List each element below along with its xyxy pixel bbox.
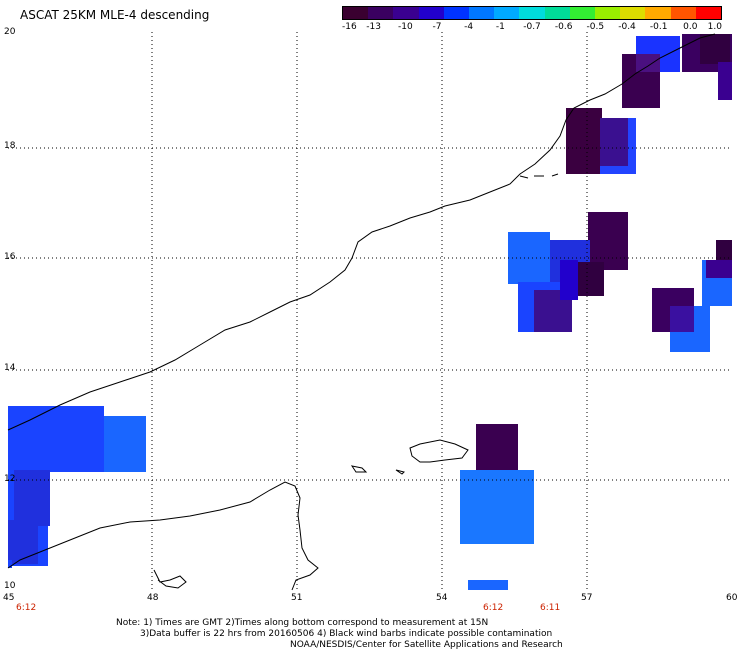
x-tick-label: 60: [726, 593, 738, 603]
y-tick-label: 10: [4, 581, 16, 591]
color-scale-segment: [443, 7, 470, 19]
y-tick-label: 16: [4, 252, 16, 262]
pass-time-label: 6:11: [540, 603, 561, 613]
color-scale-label: -10: [397, 22, 413, 32]
x-tick-label: 51: [291, 593, 303, 603]
color-scale-segment: [544, 7, 570, 19]
color-scale-label: -1: [495, 22, 505, 32]
color-scale-segment: [645, 7, 671, 19]
color-scale-segment: [695, 7, 722, 19]
note-line-1: Note: 1) Times are GMT 2)Times along bot…: [116, 618, 489, 628]
y-tick-label: 20: [4, 27, 16, 37]
color-scale-label: -0.7: [523, 22, 541, 32]
color-scale-bar: [342, 6, 722, 20]
pass-time-label: 6:12: [483, 603, 504, 613]
pass-time-label: 6:12: [16, 603, 37, 613]
color-scale-labels: -16 -13 -10 -7 -4 -1 -0.7 -0.6 -0.5 -0.4 -0.1 0.0 1.…: [342, 22, 722, 34]
x-tick-label: 54: [436, 593, 448, 603]
color-scale-label: 0.0: [683, 22, 698, 32]
color-scale-label: -4: [464, 22, 474, 32]
map-title: ASCAT 25KM MLE-4 descending: [20, 8, 210, 22]
color-scale-label: -7: [432, 22, 442, 32]
color-scale-label: 1.0: [707, 22, 722, 32]
color-scale-segment: [519, 7, 545, 19]
color-scale-segment: [368, 7, 394, 19]
coastline: [7, 33, 716, 591]
x-tick-label: 48: [147, 593, 159, 603]
color-scale-segment: [494, 7, 520, 19]
color-scale-segment: [595, 7, 621, 19]
x-tick-label: 57: [581, 593, 593, 603]
x-tick-label: 45: [3, 593, 15, 603]
y-tick-label: 18: [4, 141, 16, 151]
grid-lines: [8, 32, 732, 590]
color-scale-segment: [469, 7, 495, 19]
swath-cells: [8, 34, 732, 590]
color-scale-segment: [620, 7, 646, 19]
color-scale-segment: [343, 7, 369, 19]
note-line-3: NOAA/NESDIS/Center for Satellite Applica…: [290, 640, 563, 650]
color-scale-segment: [670, 7, 696, 19]
color-scale-segment: [418, 7, 444, 19]
y-tick-label: 12: [4, 474, 16, 484]
color-scale-label: -0.4: [618, 22, 636, 32]
color-scale-label: -16: [342, 22, 357, 32]
color-scale-label: -13: [366, 22, 382, 32]
color-scale-segment: [393, 7, 419, 19]
color-scale-label: -0.5: [586, 22, 605, 32]
y-tick-label: 14: [4, 363, 16, 373]
color-scale-label: -0.1: [649, 22, 668, 32]
note-line-2: 3)Data buffer is 22 hrs from 20160506 4)…: [140, 629, 553, 639]
color-scale-label: -0.6: [554, 22, 573, 32]
color-scale-segment: [569, 7, 596, 19]
